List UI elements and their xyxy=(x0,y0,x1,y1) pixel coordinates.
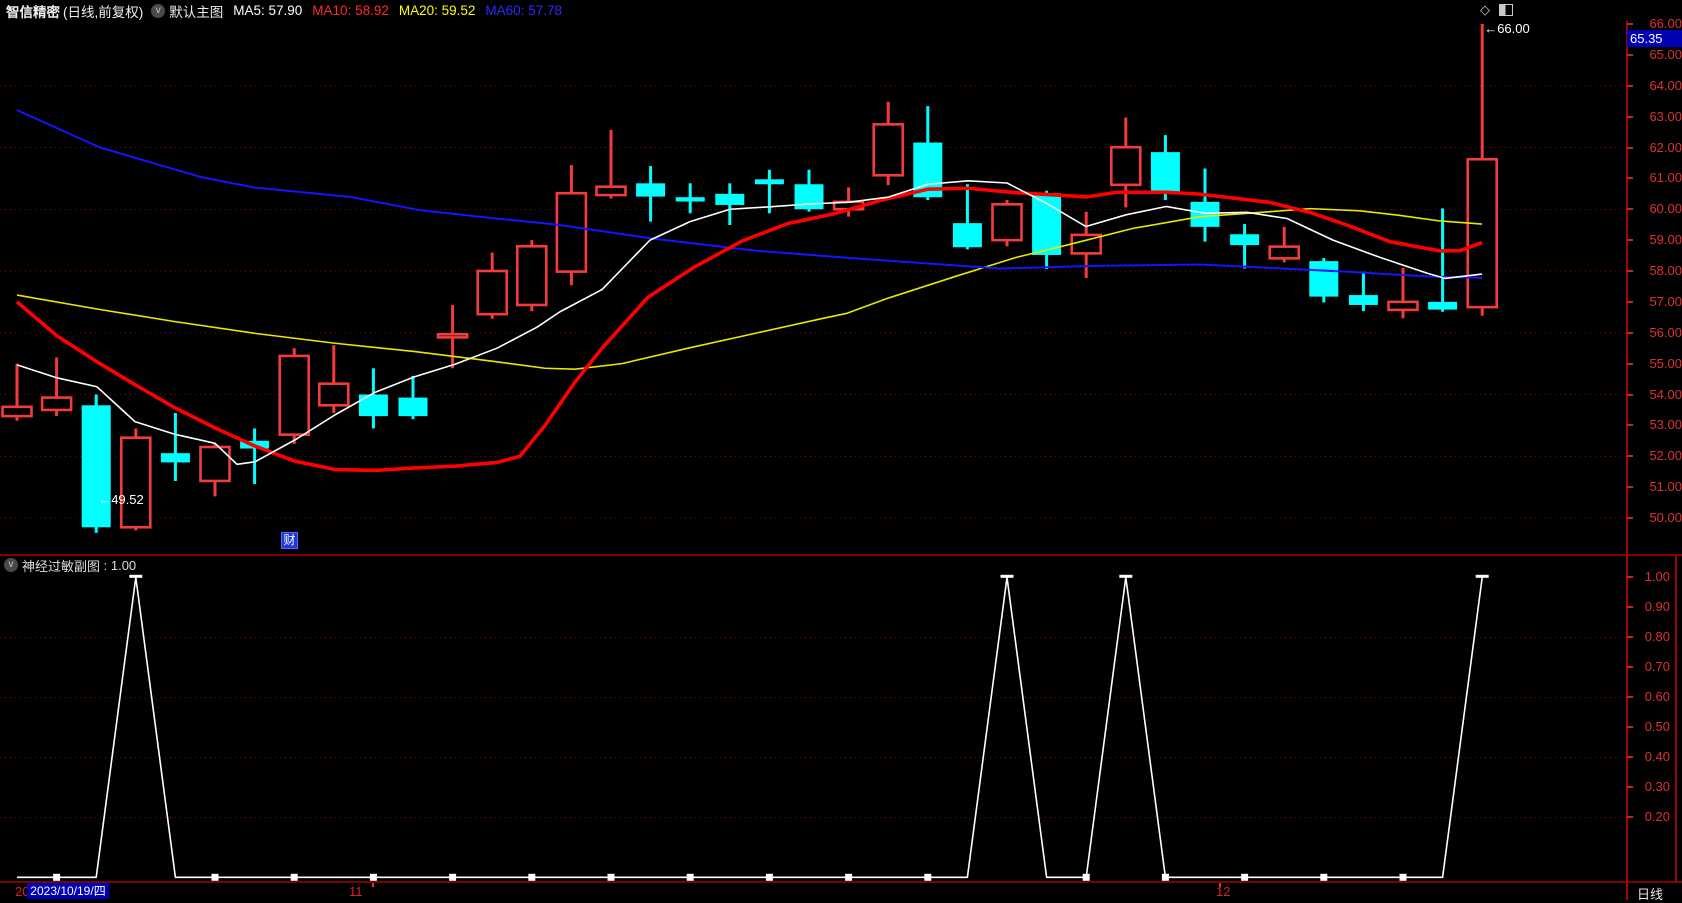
price-tick xyxy=(1627,239,1633,242)
period-adjust-label: (日线,前复权) xyxy=(63,4,144,20)
price-label: 66.00 xyxy=(1649,16,1682,31)
price-tick xyxy=(1627,362,1633,365)
indicator-label: 0.80 xyxy=(1644,629,1670,645)
sub-label-box-edge xyxy=(1675,555,1677,882)
price-tick xyxy=(1627,177,1633,180)
split-window-icon[interactable] xyxy=(1499,4,1513,16)
main-overlay-selector[interactable]: 默认主图 xyxy=(169,4,224,20)
sub-indicator-value: 1.00 xyxy=(110,557,137,573)
price-label: 64.00 xyxy=(1649,77,1682,93)
price-label: 62.00 xyxy=(1649,139,1682,155)
price-tick xyxy=(1627,146,1633,149)
price-tick xyxy=(1627,208,1633,211)
price-tick xyxy=(1627,486,1633,489)
ma-values: MA5: 57.90 MA10: 58.92 MA20: 59.52 MA60: 57… xyxy=(223,3,562,18)
indicator-label: 0.20 xyxy=(1644,809,1670,825)
price-label: 59.00 xyxy=(1649,232,1682,248)
indicator-tick xyxy=(1627,576,1633,579)
sub-indicator-sep: : xyxy=(100,557,111,573)
price-tick xyxy=(1627,300,1633,303)
price-label: 53.00 xyxy=(1649,417,1682,433)
window-controls: ◇ xyxy=(1480,2,1513,18)
price-tick xyxy=(1627,455,1633,458)
indicator-tick xyxy=(1627,756,1633,759)
price-label: 51.00 xyxy=(1649,479,1682,495)
indicator-label: 0.40 xyxy=(1644,749,1670,765)
price-label: 61.00 xyxy=(1649,170,1682,186)
selected-date-box: 2023/10/19/四 xyxy=(27,883,109,899)
indicator-tick xyxy=(1627,666,1633,669)
indicator-tick xyxy=(1627,636,1633,639)
price-label: 63.00 xyxy=(1649,108,1682,124)
price-tick xyxy=(1627,331,1633,334)
month-label: 12 xyxy=(1216,884,1231,899)
chevron-down-icon[interactable]: v xyxy=(151,3,166,18)
indicator-tick xyxy=(1627,696,1633,699)
indicator-tick xyxy=(1627,726,1633,729)
price-annotation: ←66.00 xyxy=(1484,21,1530,36)
month-label: 11 xyxy=(349,884,363,899)
axis-divider xyxy=(0,881,1682,883)
indicator-tick xyxy=(1627,786,1633,789)
price-tick xyxy=(1627,424,1633,427)
chart-header: 智信精密 (日线,前复权) v 默认主图 MA5: 57.90 MA10: 58.… xyxy=(0,0,1682,21)
indicator-label: 1.00 xyxy=(1644,569,1670,585)
indicator-label: 0.50 xyxy=(1644,719,1670,735)
ma-legend-item: MA5: 57.90 xyxy=(233,3,303,18)
y-axis-line xyxy=(1626,21,1628,900)
price-tick xyxy=(1627,53,1633,56)
diamond-tool-icon[interactable]: ◇ xyxy=(1480,2,1490,17)
indicator-tick xyxy=(1627,816,1633,819)
price-label: 65.00 xyxy=(1649,46,1682,62)
ma-legend-item: MA20: 59.52 xyxy=(398,3,476,18)
panel-divider[interactable] xyxy=(0,554,1682,556)
indicator-label: 0.90 xyxy=(1644,599,1670,615)
indicator-label: 0.30 xyxy=(1644,779,1670,795)
price-tick xyxy=(1627,270,1633,272)
last-price-marker: 65.35 xyxy=(1627,30,1682,47)
price-label: 54.00 xyxy=(1649,386,1682,402)
price-label: 50.00 xyxy=(1649,510,1682,525)
indicator-tick xyxy=(1627,606,1633,609)
price-label: 55.00 xyxy=(1649,355,1682,371)
finance-report-badge[interactable]: 财 xyxy=(281,532,298,549)
price-label: 57.00 xyxy=(1649,293,1682,309)
partial-year-label: 20 xyxy=(15,884,30,899)
price-label: 58.00 xyxy=(1649,263,1682,278)
time-axis: 20 2023/10/19/四 日线 11 12 xyxy=(0,883,1682,902)
ma-legend-item: MA60: 57.78 xyxy=(485,3,562,18)
sub-indicator-header: v 神经过敏副图 : 1.00 xyxy=(4,557,137,574)
price-tick xyxy=(1627,23,1633,25)
indicator-label: 0.60 xyxy=(1644,689,1670,705)
price-tick xyxy=(1627,517,1633,519)
price-label: 56.00 xyxy=(1649,324,1682,340)
period-label[interactable]: 日线 xyxy=(1637,887,1664,902)
price-tick xyxy=(1627,84,1633,87)
chevron-down-icon[interactable]: v xyxy=(4,558,18,572)
ma-legend-item: MA10: 58.92 xyxy=(312,3,389,18)
price-tick xyxy=(1627,393,1633,396)
sub-indicator-name[interactable]: 神经过敏副图 xyxy=(22,558,101,574)
price-label: 52.00 xyxy=(1649,448,1682,464)
price-tick xyxy=(1627,115,1633,118)
indicator-label: 0.70 xyxy=(1644,659,1670,675)
price-label: 60.00 xyxy=(1649,201,1682,217)
price-annotation: ←49.52 xyxy=(98,491,144,507)
stock-title: 智信精密 xyxy=(6,4,60,20)
